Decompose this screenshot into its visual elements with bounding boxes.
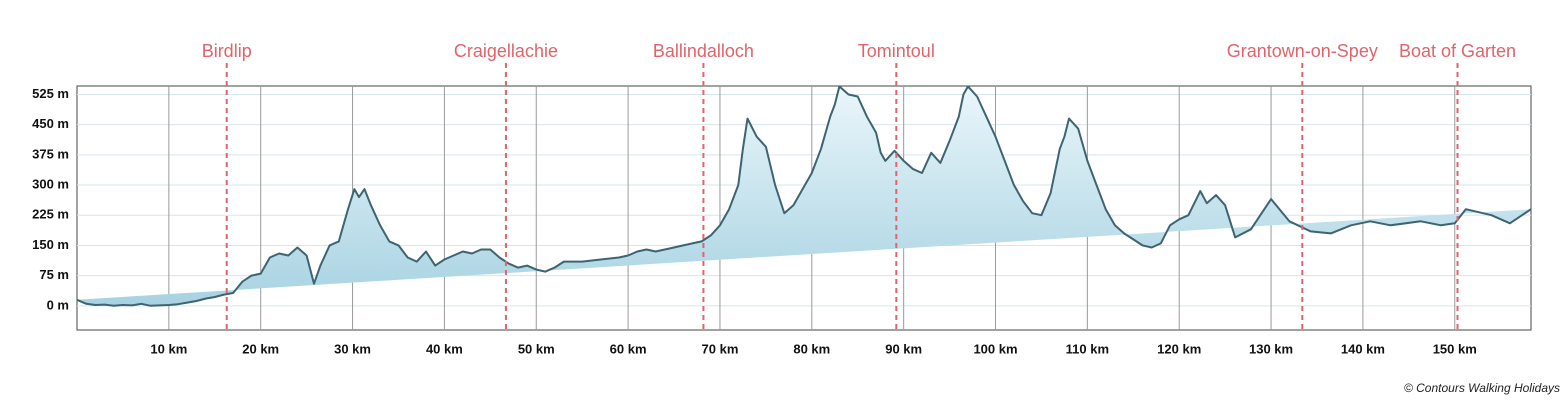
- y-tick-label: 525 m: [32, 86, 69, 101]
- town-label: Birdlip: [202, 41, 252, 61]
- y-tick-label: 75 m: [39, 267, 69, 282]
- town-label: Grantown-on-Spey: [1227, 41, 1378, 61]
- x-tick-label: 50 km: [518, 341, 555, 356]
- elevation-area: [77, 86, 1531, 306]
- x-tick-label: 70 km: [702, 341, 739, 356]
- x-tick-label: 20 km: [242, 341, 279, 356]
- town-label: Ballindalloch: [653, 41, 754, 61]
- x-tick-label: 100 km: [973, 341, 1017, 356]
- x-tick-label: 30 km: [334, 341, 371, 356]
- y-tick-label: 450 m: [32, 116, 69, 131]
- town-label: Craigellachie: [454, 41, 558, 61]
- x-tick-label: 40 km: [426, 341, 463, 356]
- credit: © Contours Walking Holidays: [1404, 381, 1560, 395]
- x-tick-label: 120 km: [1157, 341, 1201, 356]
- town-label: Tomintoul: [858, 41, 935, 61]
- y-tick-label: 150 m: [32, 237, 69, 252]
- y-tick-label: 300 m: [32, 176, 69, 191]
- x-tick-label: 150 km: [1433, 341, 1477, 356]
- y-tick-label: 375 m: [32, 146, 69, 161]
- x-tick-label: 80 km: [793, 341, 830, 356]
- town-label: Boat of Garten: [1399, 41, 1516, 61]
- y-tick-label: 0 m: [47, 297, 69, 312]
- x-tick-label: 140 km: [1341, 341, 1385, 356]
- x-tick-label: 130 km: [1249, 341, 1293, 356]
- x-tick-label: 60 km: [610, 341, 647, 356]
- x-tick-label: 90 km: [885, 341, 922, 356]
- x-tick-label: 110 km: [1066, 341, 1109, 356]
- x-tick-label: 10 km: [150, 341, 187, 356]
- elevation-line: [76, 85, 1532, 307]
- y-tick-label: 225 m: [32, 207, 69, 222]
